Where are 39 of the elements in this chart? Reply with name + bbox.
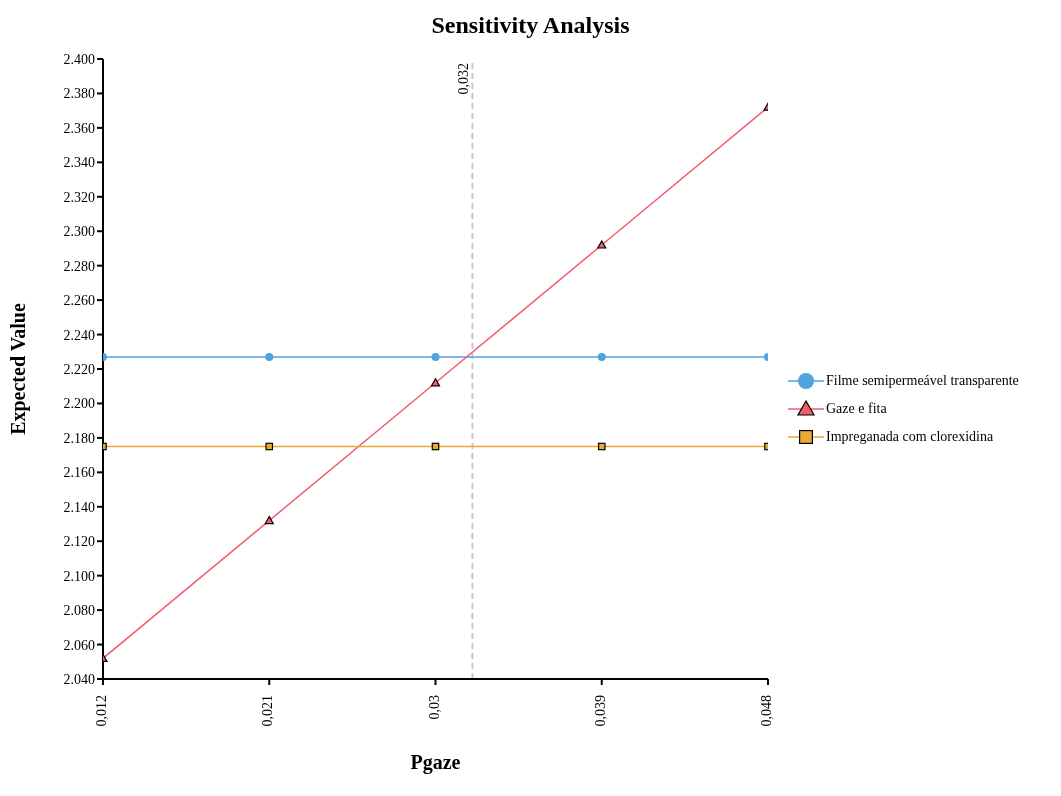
point: [430, 378, 441, 387]
point: [431, 352, 440, 361]
point: [265, 442, 274, 451]
y-tick-label: 2.120: [63, 534, 95, 550]
point: [597, 352, 606, 361]
point: [265, 352, 274, 361]
x-tick-label: 0,03: [426, 695, 442, 720]
y-tick-label: 2.260: [63, 293, 95, 309]
y-tick-label: 2.140: [63, 499, 95, 515]
y-tick-label: 2.040: [63, 671, 95, 687]
point: [597, 442, 606, 451]
y-tick-label: 2.240: [63, 327, 95, 343]
y-tick-label: 2.180: [63, 430, 95, 446]
y-axis-title: Expected Value: [7, 303, 31, 435]
y-tick-label: 2.160: [63, 465, 95, 481]
legend-label: Filme semipermeável transparente: [826, 373, 1019, 389]
x-tick-label: 0,012: [94, 695, 110, 727]
y-tick-label: 2.300: [63, 224, 95, 240]
point: [264, 515, 274, 525]
y-tick-label: 2.400: [63, 51, 95, 67]
y-tick-label: 2.280: [63, 258, 95, 274]
x-tick-label: 0,039: [592, 695, 608, 727]
legend-label: Gaze e fita: [826, 401, 887, 417]
chart-title: Sensitivity Analysis: [430, 11, 631, 39]
y-tick-label: 2.320: [63, 189, 95, 205]
x-tick-label: 0,048: [759, 695, 775, 727]
y-tick-label: 2.200: [63, 396, 95, 412]
y-tick-label: 2.360: [63, 120, 95, 136]
y-tick-label: 2.100: [63, 568, 95, 584]
y-tick-label: 2.380: [63, 86, 95, 102]
legend-label: Impreganada com clorexidina: [826, 429, 994, 445]
y-tick-label: 2.220: [63, 361, 95, 377]
y-tick-label: 2.060: [63, 637, 95, 653]
point: [597, 240, 607, 249]
x-tick-label: 0,021: [260, 695, 276, 727]
ref-line-label: 0,032: [456, 63, 472, 95]
y-tick-label: 2.080: [63, 603, 95, 619]
x-axis-title: Pgaze: [410, 751, 461, 774]
y-tick-label: 2.340: [63, 155, 95, 171]
